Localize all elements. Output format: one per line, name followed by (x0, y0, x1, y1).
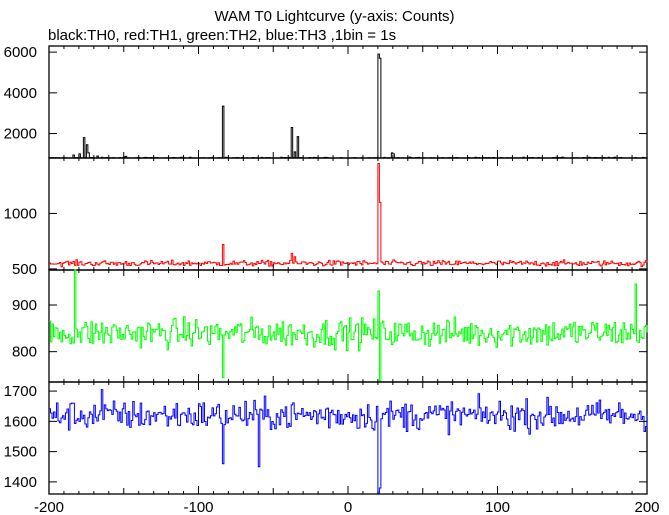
x-tick-label: -100 (183, 499, 213, 515)
series-line-TH0 (49, 53, 647, 159)
y-tick-label-TH0: 6000 (4, 44, 37, 61)
x-tick-label: 200 (634, 499, 659, 515)
panel-frame-TH0 (48, 45, 648, 159)
series-line-TH3 (49, 389, 648, 494)
y-tick-label-TH0: 4000 (4, 85, 37, 102)
y-tick-label-TH1: 1000 (4, 205, 37, 222)
chart-title: WAM T0 Lightcurve (y-axis: Counts) (214, 8, 455, 25)
x-tick-label: -200 (34, 499, 64, 515)
panel-frame-TH1 (48, 157, 648, 271)
chart-subtitle: black:TH0, red:TH1, green:TH2, blue:TH3 … (48, 27, 397, 44)
panel-frame-TH2 (48, 269, 648, 383)
y-tick-label-TH2: 900 (12, 297, 37, 314)
y-tick-label-TH0: 2000 (4, 126, 37, 143)
y-tick-label-TH3: 1500 (4, 444, 37, 461)
y-tick-label-TH1: 500 (12, 261, 37, 278)
panel-frame-TH3 (48, 381, 648, 495)
x-tick-label: 100 (485, 499, 510, 515)
y-tick-label-TH3: 1700 (4, 383, 37, 400)
x-tick-label: 0 (344, 499, 352, 515)
y-tick-label-TH3: 1400 (4, 474, 37, 491)
series-line-TH2 (49, 269, 648, 382)
series-line-TH1 (49, 163, 648, 268)
y-tick-label-TH3: 1600 (4, 413, 37, 430)
y-tick-label-TH2: 800 (12, 344, 37, 361)
